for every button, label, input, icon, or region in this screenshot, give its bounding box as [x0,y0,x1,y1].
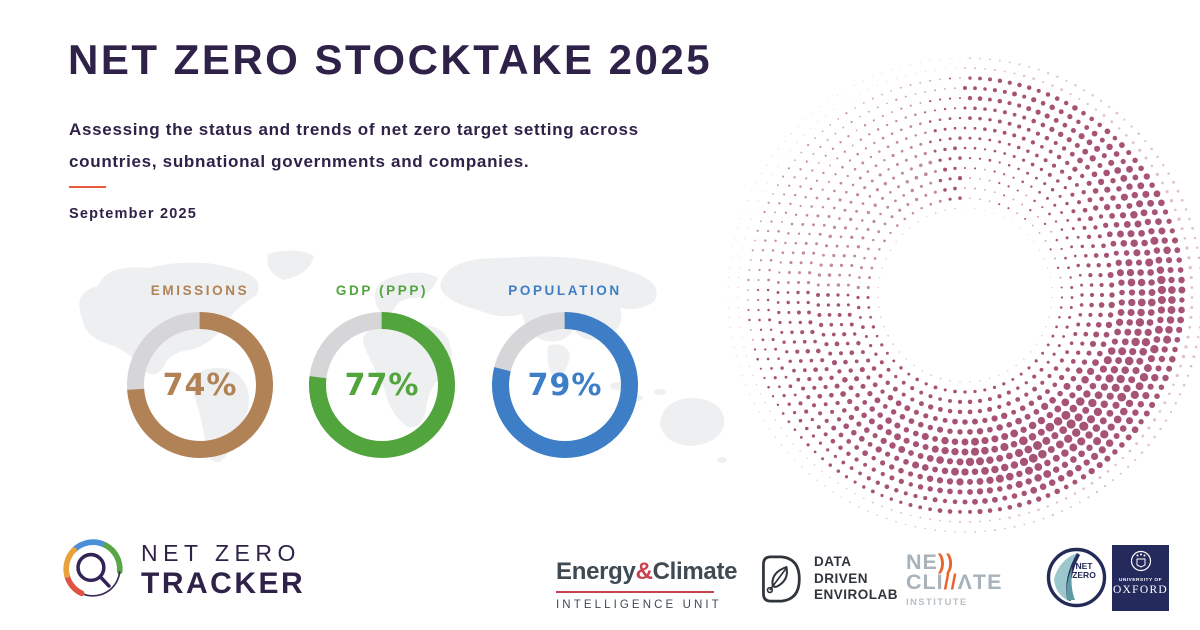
page-title: NET ZERO STOCKTAKE 2025 [68,36,713,83]
ncl-orange-slashes: // [943,569,958,594]
newclimate-wordmark-line1: NE)) [906,550,1002,574]
newclimate-institute-logo[interactable]: NE)) CLI//ΛTE INSTITUTE [906,550,1003,608]
net-zero-tracker-logo-icon [63,539,123,597]
badge-text-net: NET [1076,561,1094,571]
subtitle-line-2: countries, subnational governments and c… [69,152,530,171]
eciu-rule [556,591,714,593]
nzt-wordmark-line2: TRACKER [141,567,306,600]
eciu-wordmark: Energy&Climate [556,558,738,586]
ncl-gray-cli: CLI [906,569,944,594]
eciu-word-climate: Climate [652,558,738,585]
oxford-university-of-text: UNIVERSITY OF [1118,578,1163,583]
badge-text-zero: ZERO [1072,570,1096,580]
newclimate-tagline: INSTITUTE [906,597,968,608]
university-of-oxford-logo[interactable]: UNIVERSITY OF OXFORD [1112,545,1169,611]
accent-divider [69,186,106,188]
ncl-gray-ne: NE [906,550,938,574]
ncl-orange-chevrons: )) [937,550,955,574]
ncl-gray-ate: ΛTE [957,569,1003,594]
eciu-word-energy: Energy [556,558,636,585]
energy-climate-intelligence-unit-logo[interactable]: Energy&Climate INTELLIGENCE UNIT [556,558,738,611]
envirolab-wordmark: DATA DRIVEN ENVIROLAB [814,554,898,604]
nzt-wordmark-line1: NET ZERO [141,540,301,566]
eciu-ampersand: & [635,558,653,585]
oxford-crest-icon [1130,550,1151,572]
dot-spiral-decoration [727,57,1200,533]
eciu-tagline: INTELLIGENCE UNIT [556,599,722,611]
data-driven-envirolab-logo[interactable]: DATA DRIVEN ENVIROLAB [757,551,898,607]
net-zero-badge-logo[interactable]: NET ZERO [1046,547,1107,608]
net-zero-tracker-wordmark: NET ZERO TRACKER [141,538,305,600]
publication-date: September 2025 [69,206,198,222]
world-map-background [79,250,727,463]
net-zero-tracker-logo[interactable]: NET ZERO TRACKER [60,536,305,602]
envirolab-leaf-icon [762,555,801,603]
subtitle-line-1: Assessing the status and trends of net z… [69,120,639,139]
envirolab-line1: DATA [814,554,852,570]
envirolab-line3: ENVIROLAB [814,587,899,603]
page-subtitle: Assessing the status and trends of net z… [69,114,639,178]
oxford-wordmark: OXFORD [1112,584,1169,596]
envirolab-line2: DRIVEN [814,570,869,586]
newclimate-wordmark-line2: CLI//ΛTE [906,569,1003,594]
